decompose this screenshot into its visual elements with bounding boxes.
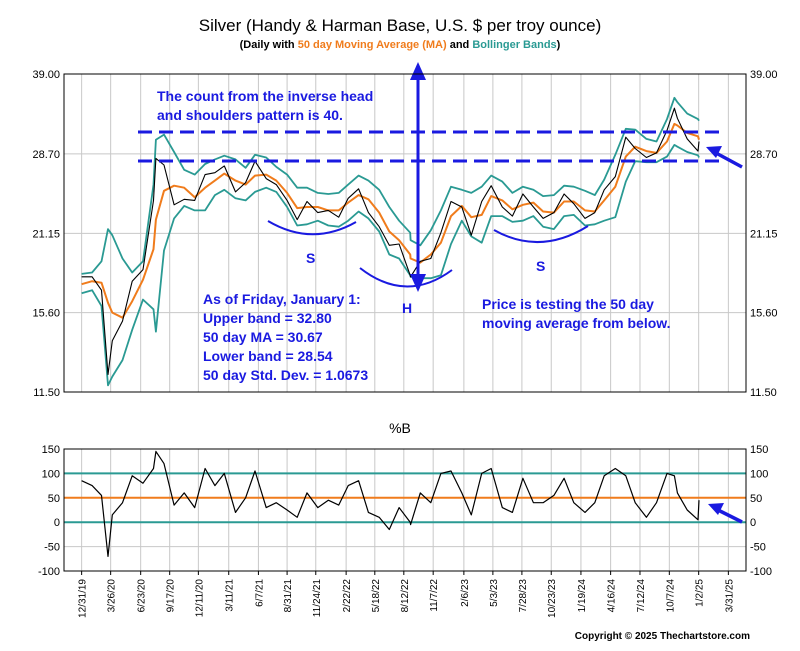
right-shoulder-label: S	[536, 258, 546, 274]
y-tick-label: 15.60	[750, 308, 778, 320]
price-line	[81, 107, 700, 376]
x-tick-label: 11/7/22	[429, 579, 440, 612]
subtitle-prefix: (Daily with	[239, 39, 298, 51]
percent-b-pointer-arrow-head	[708, 503, 724, 515]
friday-line-5: 50 day Std. Dev. = 1.0673	[203, 367, 369, 383]
y-tick-label: 21.15	[32, 228, 60, 240]
friday-line-2: Upper band = 32.80	[203, 310, 332, 326]
x-tick-label: 10/23/23	[547, 579, 558, 618]
x-tick-label: 11/24/21	[312, 579, 323, 618]
measure-arrow-up-head	[410, 62, 426, 80]
percent-b-y-tick-label: 50	[48, 493, 60, 505]
x-tick-label: 10/7/24	[665, 579, 676, 613]
left-shoulder-arc	[267, 220, 357, 236]
x-tick-label: 2/22/22	[342, 579, 353, 613]
friday-line-4: Lower band = 28.54	[203, 348, 333, 364]
percent-b-y-tick-label: 100	[750, 468, 768, 480]
subtitle-ma: 50 day Moving Average (MA)	[297, 39, 447, 51]
chart-subtitle: (Daily with 50 day Moving Average (MA) a…	[0, 39, 800, 51]
y-tick-label: 11.50	[750, 387, 777, 399]
main-pointer-arrow-shaft	[715, 151, 743, 169]
y-tick-label: 21.15	[750, 228, 778, 240]
series-layer	[81, 96, 700, 558]
friday-line-3: 50 day MA = 30.67	[203, 329, 323, 345]
y-tick-label: 39.00	[750, 69, 778, 81]
x-tick-label: 2/6/23	[460, 579, 471, 607]
count-line-1: The count from the inverse head	[157, 88, 374, 104]
price-annotation: Price is testing the 50 day moving avera…	[482, 295, 671, 333]
count-annotation: The count from the inverse head and shou…	[157, 87, 373, 125]
annotation-shapes	[138, 62, 743, 524]
y-tick-label: 28.70	[750, 149, 778, 161]
tick-labels: 12/31/19 3/26/20 6/23/20 9/17/20 12/11/20 3/1…	[32, 69, 777, 618]
x-tick-label: 7/28/23	[518, 579, 529, 613]
percent-b-pointer-arrow-shaft	[717, 508, 743, 524]
percent-b-y-tick-label: -50	[750, 542, 766, 554]
price-line-2: moving average from below.	[482, 315, 671, 331]
friday-annotation: As of Friday, January 1: Upper band = 32…	[203, 290, 368, 385]
x-tick-label: 8/31/21	[283, 579, 294, 613]
x-tick-label: 3/26/20	[107, 579, 118, 613]
percent-b-title: %B	[389, 420, 411, 436]
x-tick-label: 4/16/24	[607, 579, 618, 613]
percent-b-y-tick-label: -50	[44, 542, 60, 554]
percent-b-y-tick-label: 100	[42, 468, 60, 480]
percent-b-y-tick-label: 50	[750, 493, 762, 505]
percent-b-plot-frame	[63, 448, 747, 572]
x-tick-label: 3/11/21	[225, 579, 236, 612]
y-tick-label: 39.00	[32, 69, 60, 81]
x-tick-label: 6/7/21	[254, 579, 265, 607]
left-shoulder-label: S	[306, 250, 316, 266]
main-gridlines	[64, 73, 746, 393]
head-label: H	[402, 300, 413, 316]
moving-average-line	[81, 122, 700, 319]
percent-b-y-tick-label: -100	[38, 566, 60, 578]
chart-title: Silver (Handy & Harman Base, U.S. $ per …	[198, 16, 602, 35]
x-tick-label: 9/17/20	[166, 579, 177, 613]
main-pointer-arrow-head	[706, 146, 722, 158]
x-tick-label: 5/18/22	[371, 579, 382, 613]
y-tick-label: 15.60	[32, 308, 60, 320]
right-shoulder-arc	[493, 225, 589, 244]
copyright: Copyright © 2025 Thechartstore.com	[574, 631, 750, 642]
head-arc	[359, 267, 453, 288]
percent-b-y-tick-label: 0	[54, 517, 60, 529]
x-tick-label: 3/31/25	[724, 579, 735, 613]
x-tick-label: 12/31/19	[78, 579, 89, 618]
subtitle-suffix: )	[556, 39, 561, 51]
x-tick-label: 1/19/24	[577, 579, 588, 613]
x-tick-label: 7/12/24	[636, 579, 647, 613]
subtitle-bb: Bollinger Bands	[472, 39, 557, 51]
percent-b-y-tick-label: 150	[750, 444, 768, 456]
percent-b-y-tick-label: 0	[750, 517, 756, 529]
x-tick-label: 6/23/20	[137, 579, 148, 613]
percent-b-line	[81, 450, 700, 558]
price-line-1: Price is testing the 50 day	[482, 296, 654, 312]
subtitle-mid: and	[446, 39, 473, 51]
x-tick-label: 12/11/20	[194, 579, 205, 618]
measure-arrow-down-head	[410, 274, 426, 292]
x-tick-label: 1/2/25	[695, 579, 706, 607]
upper-band-line	[81, 96, 700, 275]
x-tick-label: 5/3/23	[489, 579, 500, 607]
main-plot-frame	[63, 73, 747, 393]
percent-b-gridlines	[64, 448, 746, 572]
x-tick-label: 8/12/22	[400, 579, 411, 613]
y-tick-label: 28.70	[32, 149, 60, 161]
percent-b-y-tick-label: 150	[42, 444, 60, 456]
count-line-2: and shoulders pattern is 40.	[157, 107, 343, 123]
lower-band-line	[81, 143, 700, 387]
friday-line-1: As of Friday, January 1:	[203, 291, 361, 307]
y-tick-label: 11.50	[33, 387, 60, 399]
percent-b-y-tick-label: -100	[750, 566, 772, 578]
